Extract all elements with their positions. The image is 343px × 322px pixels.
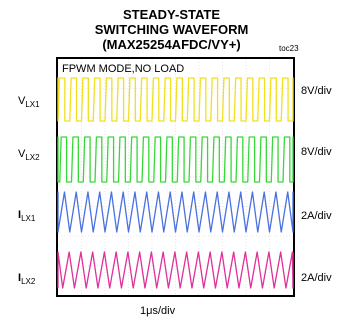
plot-grid <box>58 59 293 295</box>
trace-label-ilx2: ILX2 <box>18 272 35 286</box>
trace-label-ilx2-sub: LX2 <box>21 277 36 287</box>
x-axis-label: 1μs/div <box>140 305 176 317</box>
trace-vlx2 <box>57 136 294 183</box>
trace-label-ilx1: ILX1 <box>18 209 35 223</box>
trace-label-vlx2: VLX2 <box>18 148 40 162</box>
trace-label-ilx1-main: I <box>18 209 22 221</box>
trace-label-vlx1-main: V <box>18 95 26 107</box>
figure-tag: toc23 <box>279 44 299 53</box>
trace-ilx1 <box>57 191 294 233</box>
trace-vlx1 <box>57 77 294 122</box>
chart-title-line-1: STEADY-STATE <box>122 7 221 22</box>
mode-annotation: FPWM MODE,NO LOAD <box>62 63 184 75</box>
chart-title-line-3: (MAX25254AFDC/VY+) <box>102 37 241 52</box>
trace-label-ilx2-main: I <box>18 272 22 284</box>
chart-title-line-2: SWITCHING WAVEFORM <box>94 22 249 37</box>
trace-label-vlx2-main: V <box>18 148 26 160</box>
trace-ilx2 <box>57 251 294 289</box>
plot-traces <box>57 77 294 289</box>
trace-label-vlx2-sub: LX2 <box>25 153 40 163</box>
scale-ilx2: 2A/div <box>301 272 332 284</box>
trace-label-vlx1-sub: LX1 <box>25 100 40 110</box>
trace-label-ilx1-sub: LX1 <box>21 214 36 224</box>
scale-vlx1: 8V/div <box>301 85 332 97</box>
scale-vlx2: 8V/div <box>301 146 332 158</box>
scale-ilx1: 2A/div <box>301 210 332 222</box>
trace-label-vlx1: VLX1 <box>18 95 40 109</box>
